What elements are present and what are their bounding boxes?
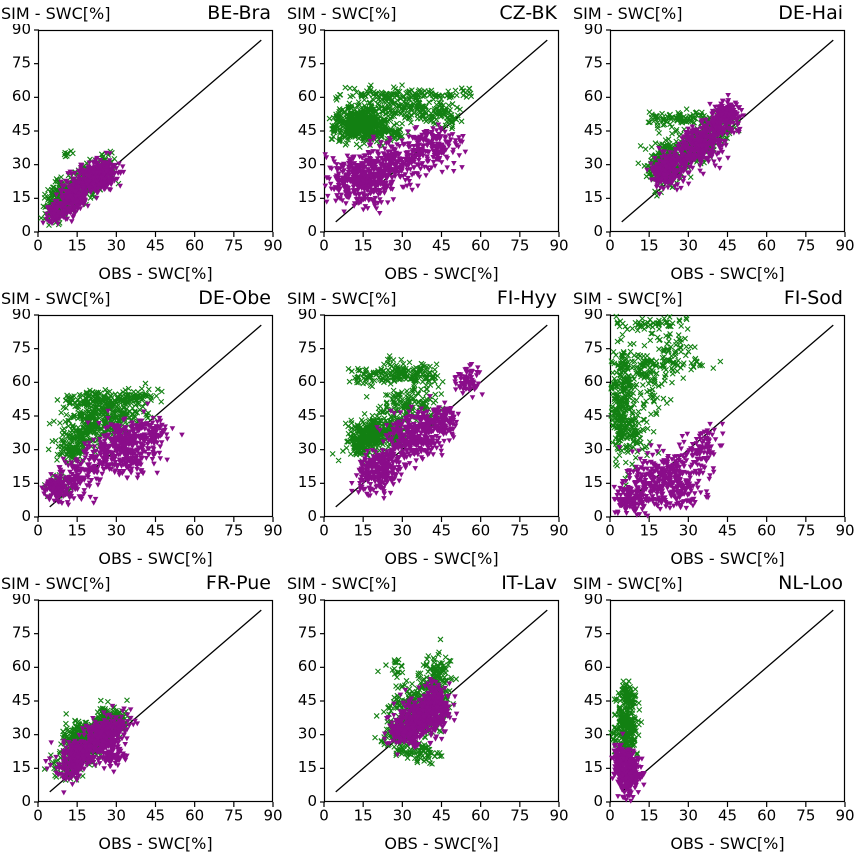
subplot-header: SIM - SWC[%] BE-Bra: [1, 2, 285, 24]
subplot-nl-loo: SIM - SWC[%] NL-Loo OBS - SWC[%]: [573, 570, 859, 855]
subplot-header: SIM - SWC[%] NL-Loo: [573, 572, 857, 594]
subplot-cz-bk: SIM - SWC[%] CZ-BK OBS - SWC[%]: [287, 0, 573, 285]
plot-canvas: [1, 24, 285, 264]
y-axis-title: SIM - SWC[%]: [1, 289, 111, 308]
subplot-de-obe: SIM - SWC[%] DE-Obe OBS - SWC[%]: [1, 285, 287, 570]
subplot-title: IT-Lav: [501, 572, 557, 594]
subplot-fi-sod: SIM - SWC[%] FI-Sod OBS - SWC[%]: [573, 285, 859, 570]
plot-canvas: [287, 594, 571, 834]
subplot-title: FI-Hyy: [496, 287, 557, 309]
x-axis-label: OBS - SWC[%]: [98, 264, 213, 283]
plot-canvas: [573, 594, 857, 834]
subplot-de-hai: SIM - SWC[%] DE-Hai OBS - SWC[%]: [573, 0, 859, 285]
subplot-title: DE-Hai: [778, 2, 843, 24]
subplot-title: BE-Bra: [207, 2, 271, 24]
y-axis-title: SIM - SWC[%]: [573, 4, 683, 23]
y-axis-title: SIM - SWC[%]: [287, 4, 397, 23]
y-axis-title: SIM - SWC[%]: [287, 574, 397, 593]
subplot-header: SIM - SWC[%] CZ-BK: [287, 2, 571, 24]
subplot-header: SIM - SWC[%] DE-Obe: [1, 287, 285, 309]
subplot-title: DE-Obe: [198, 287, 271, 309]
subplot-title: FR-Pue: [205, 572, 271, 594]
plot-canvas: [573, 24, 857, 264]
subplot-title: FI-Sod: [783, 287, 843, 309]
x-axis-label: OBS - SWC[%]: [670, 834, 785, 853]
plot-canvas: [573, 309, 857, 549]
subplot-it-lav: SIM - SWC[%] IT-Lav OBS - SWC[%]: [287, 570, 573, 855]
subplot-header: SIM - SWC[%] FR-Pue: [1, 572, 285, 594]
x-axis-label: OBS - SWC[%]: [384, 549, 499, 568]
x-axis-label: OBS - SWC[%]: [98, 549, 213, 568]
subplot-header: SIM - SWC[%] FI-Sod: [573, 287, 857, 309]
y-axis-title: SIM - SWC[%]: [287, 289, 397, 308]
subplot-header: SIM - SWC[%] DE-Hai: [573, 2, 857, 24]
plot-canvas: [287, 309, 571, 549]
x-axis-label: OBS - SWC[%]: [670, 549, 785, 568]
plot-canvas: [287, 24, 571, 264]
x-axis-label: OBS - SWC[%]: [384, 834, 499, 853]
y-axis-title: SIM - SWC[%]: [1, 4, 111, 23]
subplot-header: SIM - SWC[%] IT-Lav: [287, 572, 571, 594]
subplot-fi-hyy: SIM - SWC[%] FI-Hyy OBS - SWC[%]: [287, 285, 573, 570]
y-axis-title: SIM - SWC[%]: [573, 574, 683, 593]
x-axis-label: OBS - SWC[%]: [384, 264, 499, 283]
x-axis-label: OBS - SWC[%]: [670, 264, 785, 283]
plot-canvas: [1, 309, 285, 549]
y-axis-title: SIM - SWC[%]: [573, 289, 683, 308]
x-axis-label: OBS - SWC[%]: [98, 834, 213, 853]
subplot-title: NL-Loo: [778, 572, 843, 594]
subplot-header: SIM - SWC[%] FI-Hyy: [287, 287, 571, 309]
subplot-title: CZ-BK: [499, 2, 557, 24]
plot-canvas: [1, 594, 285, 834]
subplot-be-bra: SIM - SWC[%] BE-Bra OBS - SWC[%]: [1, 0, 287, 285]
y-axis-title: SIM - SWC[%]: [1, 574, 111, 593]
subplot-fr-pue: SIM - SWC[%] FR-Pue OBS - SWC[%]: [1, 570, 287, 855]
